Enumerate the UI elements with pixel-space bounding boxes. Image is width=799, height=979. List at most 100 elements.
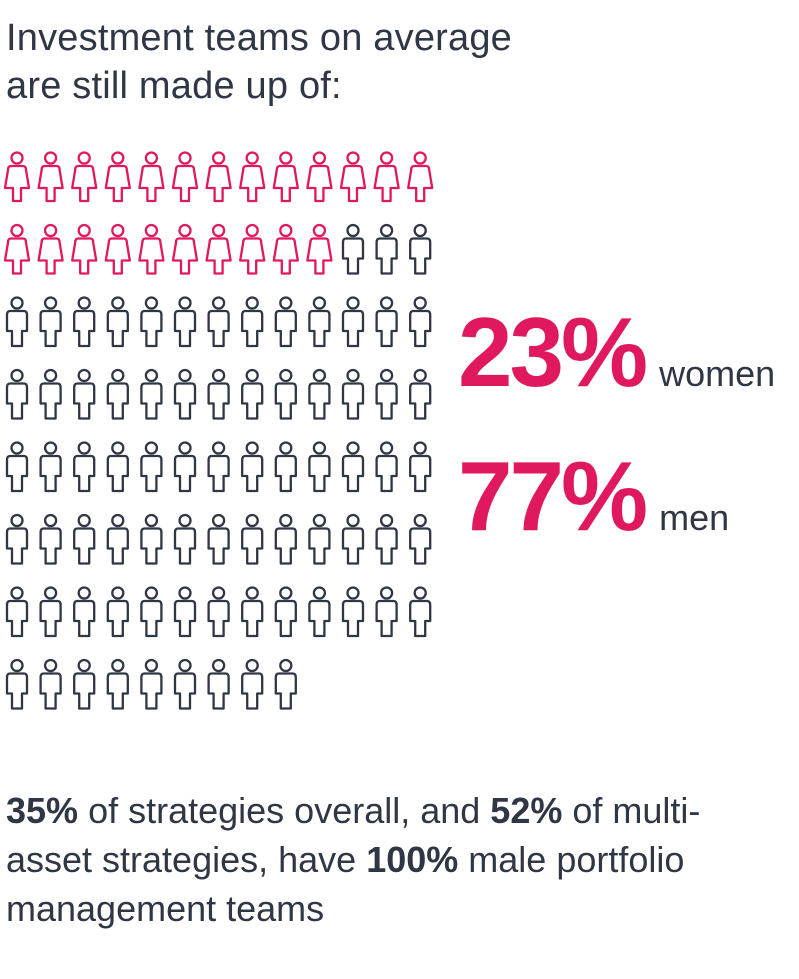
man-icon bbox=[274, 658, 297, 710]
man-icon bbox=[5, 368, 29, 420]
women-stat: 23% women bbox=[458, 296, 775, 409]
man-icon bbox=[341, 368, 365, 420]
man-icon bbox=[39, 513, 62, 565]
man-icon bbox=[409, 223, 432, 275]
man-icon bbox=[173, 368, 197, 420]
woman-icon bbox=[171, 223, 199, 275]
man-icon bbox=[241, 441, 264, 493]
man-icon bbox=[73, 296, 96, 348]
man-icon bbox=[207, 513, 230, 565]
man-icon bbox=[5, 296, 29, 348]
man-icon bbox=[140, 513, 163, 565]
woman-icon bbox=[272, 151, 299, 203]
woman-icon bbox=[138, 151, 165, 203]
man-icon bbox=[173, 658, 197, 710]
women-label: women bbox=[659, 353, 776, 394]
footnote: 35% of strategies overall, and 52% of mu… bbox=[6, 786, 786, 933]
woman-icon bbox=[3, 151, 31, 203]
man-icon bbox=[73, 368, 96, 420]
title-line-2: are still made up of: bbox=[6, 65, 342, 107]
man-icon bbox=[39, 296, 62, 348]
men-stat: 77% men bbox=[458, 440, 729, 553]
man-icon bbox=[106, 513, 129, 565]
man-icon bbox=[341, 296, 365, 348]
man-icon bbox=[274, 368, 297, 420]
man-icon bbox=[106, 586, 129, 638]
footnote-value-overall: 35% bbox=[6, 790, 79, 831]
woman-icon bbox=[272, 223, 299, 275]
woman-icon bbox=[138, 223, 165, 275]
footnote-text-1: of strategies overall, and bbox=[78, 790, 491, 831]
pictogram-grid bbox=[3, 151, 434, 710]
man-icon bbox=[308, 441, 331, 493]
men-label: men bbox=[659, 497, 730, 538]
man-icon bbox=[274, 441, 297, 493]
man-icon bbox=[409, 586, 432, 638]
woman-icon bbox=[306, 151, 333, 203]
woman-icon bbox=[104, 151, 131, 203]
man-icon bbox=[140, 368, 163, 420]
man-icon bbox=[73, 513, 96, 565]
man-icon bbox=[375, 223, 398, 275]
woman-icon bbox=[239, 151, 266, 203]
man-icon bbox=[341, 223, 365, 275]
footnote-value-male: 100% bbox=[366, 839, 459, 880]
man-icon bbox=[5, 513, 29, 565]
man-icon bbox=[375, 513, 398, 565]
man-icon bbox=[106, 296, 129, 348]
man-icon bbox=[274, 296, 297, 348]
chart-title: Investment teams on average are still ma… bbox=[6, 14, 512, 110]
woman-icon bbox=[407, 151, 434, 203]
footnote-text-3: male portfolio management teams bbox=[6, 839, 685, 929]
man-icon bbox=[375, 586, 398, 638]
woman-icon bbox=[239, 223, 266, 275]
man-icon bbox=[409, 368, 432, 420]
woman-icon bbox=[71, 151, 98, 203]
man-icon bbox=[39, 441, 62, 493]
man-icon bbox=[106, 658, 129, 710]
woman-icon bbox=[3, 223, 31, 275]
man-icon bbox=[5, 658, 29, 710]
woman-icon bbox=[171, 151, 199, 203]
man-icon bbox=[140, 658, 163, 710]
man-icon bbox=[207, 368, 230, 420]
man-icon bbox=[308, 296, 331, 348]
man-icon bbox=[341, 513, 365, 565]
man-icon bbox=[341, 586, 365, 638]
woman-icon bbox=[37, 223, 64, 275]
man-icon bbox=[241, 513, 264, 565]
man-icon bbox=[106, 368, 129, 420]
man-icon bbox=[308, 368, 331, 420]
title-line-1: Investment teams on average bbox=[6, 17, 513, 59]
man-icon bbox=[173, 513, 197, 565]
woman-icon bbox=[306, 223, 333, 275]
man-icon bbox=[73, 586, 96, 638]
man-icon bbox=[207, 658, 230, 710]
man-icon bbox=[173, 296, 197, 348]
man-icon bbox=[39, 586, 62, 638]
man-icon bbox=[409, 513, 432, 565]
man-icon bbox=[73, 658, 96, 710]
men-percentage: 77% bbox=[458, 441, 648, 551]
man-icon bbox=[375, 441, 398, 493]
man-icon bbox=[308, 513, 331, 565]
man-icon bbox=[173, 586, 197, 638]
man-icon bbox=[409, 441, 432, 493]
man-icon bbox=[341, 441, 365, 493]
woman-icon bbox=[205, 151, 232, 203]
man-icon bbox=[5, 441, 29, 493]
man-icon bbox=[207, 296, 230, 348]
woman-icon bbox=[339, 151, 367, 203]
man-icon bbox=[106, 441, 129, 493]
women-percentage: 23% bbox=[458, 297, 648, 407]
man-icon bbox=[5, 586, 29, 638]
man-icon bbox=[274, 513, 297, 565]
man-icon bbox=[140, 441, 163, 493]
man-icon bbox=[140, 586, 163, 638]
man-icon bbox=[39, 658, 62, 710]
man-icon bbox=[73, 441, 96, 493]
man-icon bbox=[173, 441, 197, 493]
man-icon bbox=[241, 586, 264, 638]
man-icon bbox=[140, 296, 163, 348]
man-icon bbox=[274, 586, 297, 638]
